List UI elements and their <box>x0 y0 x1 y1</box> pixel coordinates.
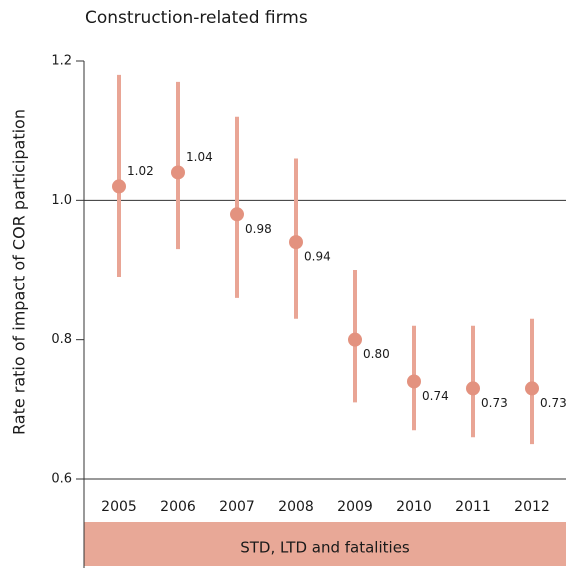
data-label: 1.04 <box>186 150 213 164</box>
x-tick-label: 2011 <box>455 499 491 515</box>
point-estimate <box>171 165 185 180</box>
point-estimate <box>348 332 362 347</box>
y-tick-label: 0.6 <box>51 472 72 487</box>
data-label: 0.74 <box>422 389 449 403</box>
x-tick-label: 2005 <box>101 499 137 515</box>
x-tick-label: 2012 <box>514 499 550 515</box>
data-label: 0.73 <box>481 396 508 410</box>
x-tick-label: 2006 <box>160 499 196 515</box>
point-estimate <box>230 207 244 222</box>
point-estimate <box>289 235 303 250</box>
category-band <box>84 522 566 566</box>
point-estimate <box>112 179 126 194</box>
x-tick-label: 2010 <box>396 499 432 515</box>
chart-title: Construction-related firms <box>85 8 308 28</box>
x-tick-label: 2007 <box>219 499 255 515</box>
y-tick-label: 1.0 <box>51 193 72 208</box>
y-tick-label: 1.2 <box>51 54 72 69</box>
point-estimate <box>466 381 480 396</box>
x-tick-label: 2008 <box>278 499 314 515</box>
data-label: 0.98 <box>245 222 272 236</box>
y-axis-label: Rate ratio of impact of COR participatio… <box>10 109 29 435</box>
point-estimate <box>525 381 539 396</box>
data-label: 0.80 <box>363 347 390 361</box>
band-label: STD, LTD and fatalities <box>240 539 410 557</box>
data-label: 0.94 <box>304 250 331 264</box>
data-label: 1.02 <box>127 164 154 178</box>
data-label: 0.73 <box>540 396 566 410</box>
x-tick-label: 2009 <box>337 499 373 515</box>
y-tick-label: 0.8 <box>51 332 72 347</box>
point-estimate <box>407 374 421 389</box>
